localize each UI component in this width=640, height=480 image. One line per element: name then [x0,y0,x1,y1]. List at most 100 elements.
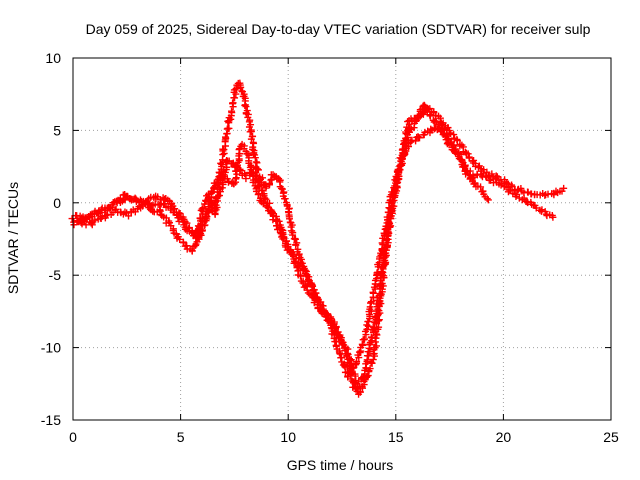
x-tick-label: 20 [496,429,512,445]
data-point [176,210,184,218]
data-point [300,265,308,273]
data-point [242,103,250,111]
data-point [195,235,203,243]
data-point [361,335,369,343]
data-point [156,207,164,215]
data-point [453,137,461,145]
data-point [286,215,294,223]
data-point [431,117,439,125]
data-point [199,204,207,212]
data-point [549,213,557,221]
data-point [222,133,230,141]
data-point [327,324,335,332]
y-tick-label: 10 [45,50,61,66]
x-axis-label: GPS time / hours [287,457,394,473]
data-point [433,126,441,134]
data-point [373,342,381,350]
data-point [237,83,245,91]
data-point [250,139,258,147]
data-point [380,230,388,238]
data-point [335,349,343,357]
data-point [296,261,304,269]
data-point [224,124,232,132]
data-point [229,99,237,107]
data-point [332,341,340,349]
data-point [139,202,147,210]
x-tick-label: 15 [388,429,404,445]
data-point [393,176,401,184]
data-point [68,215,76,223]
data-point [179,239,187,247]
x-tick-label: 10 [280,429,296,445]
data-point [353,358,361,366]
y-tick-label: -5 [49,267,62,283]
data-point [488,170,496,178]
x-tick-label: 0 [69,429,77,445]
data-point [461,162,469,170]
axis-ticks: 0 5 10 15 20 25 -15 -10 -5 0 5 10 [41,50,619,445]
data-point [251,154,259,162]
data-point [310,286,318,294]
data-point [262,195,270,203]
data-point [176,235,184,243]
data-series [68,79,568,398]
data-point [371,319,379,327]
y-tick-label: 0 [53,195,61,211]
x-tick-label: 25 [603,429,619,445]
data-point [256,182,264,190]
data-point [266,199,274,207]
data-point [359,336,367,344]
data-point [255,182,263,190]
data-point [451,145,459,153]
data-point [228,107,236,115]
data-point [497,181,505,189]
series-track-c [73,124,557,381]
data-point [292,241,300,249]
data-point [265,179,273,187]
data-point [237,167,245,175]
data-point [471,179,479,187]
data-point [391,182,399,190]
data-point [484,196,492,204]
data-point [323,316,331,324]
data-point [281,195,289,203]
data-point [109,199,117,207]
data-point [247,128,255,136]
data-point [125,212,133,220]
data-point [214,176,222,184]
data-point [416,134,424,142]
data-point [219,174,227,182]
data-point [215,191,223,199]
data-point [383,213,391,221]
data-point [344,373,352,381]
data-point [506,186,514,194]
plot-frame [72,57,612,421]
data-point [91,216,99,224]
grid [73,58,611,420]
data-point [477,183,485,191]
y-tick-label: -15 [41,412,61,428]
data-point [80,217,88,225]
data-point [336,332,344,340]
y-axis-label: SDTVAR / TECUs [5,182,21,294]
data-point [465,153,473,161]
data-point [483,195,491,203]
data-point [297,272,305,280]
data-point [197,221,205,229]
data-point [82,221,90,229]
data-point [302,282,310,290]
data-point [275,224,283,232]
data-point [308,281,316,289]
data-point [338,340,346,348]
data-point [175,209,183,217]
data-point [368,359,376,367]
y-tick-label: 5 [53,122,61,138]
data-point [95,207,103,215]
data-point [337,354,345,362]
data-point [373,331,381,339]
data-point [332,323,340,331]
y-tick-label: -10 [41,340,61,356]
data-point [198,205,206,213]
data-point [470,173,478,181]
